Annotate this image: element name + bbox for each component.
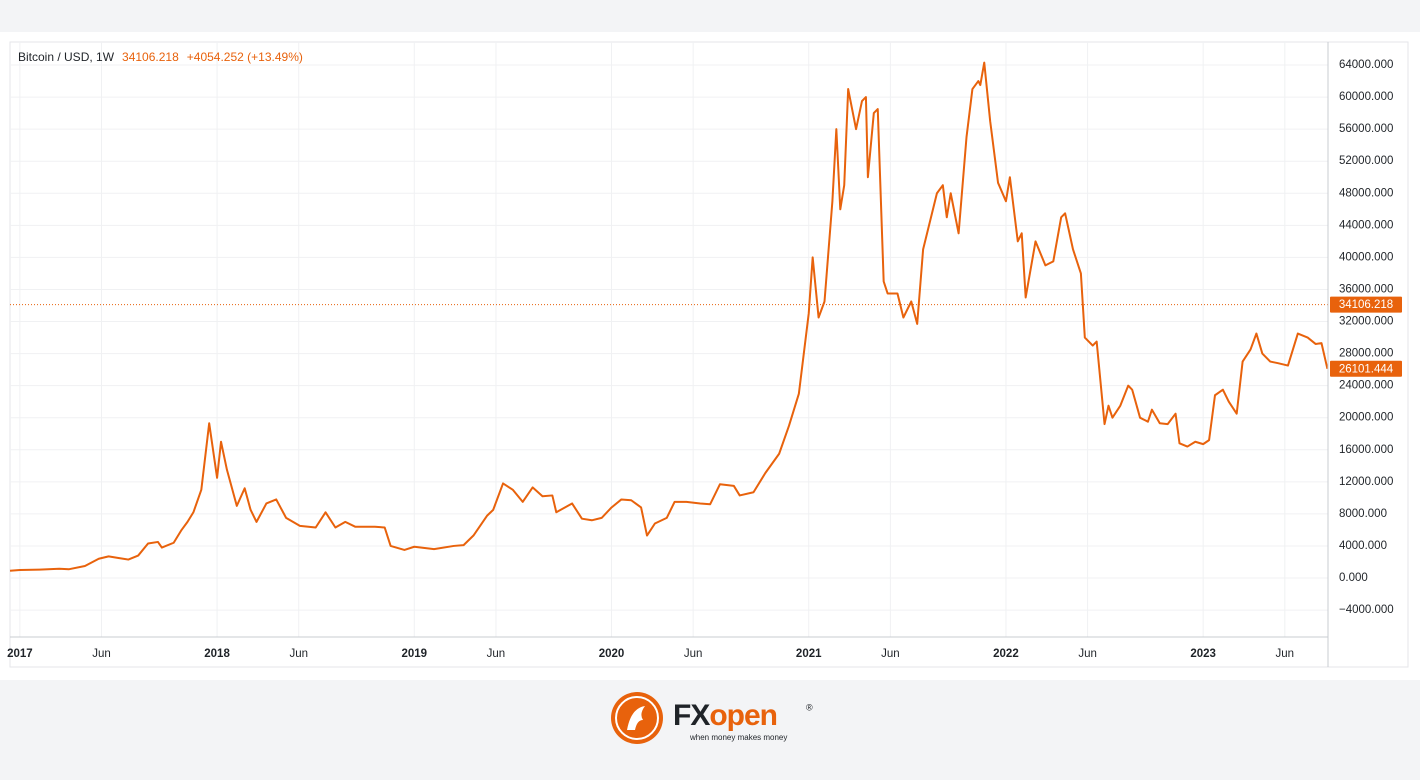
brand-open: open xyxy=(709,699,777,732)
chart-title: Bitcoin / USD, 1W xyxy=(18,50,115,64)
x-tick-label: 2023 xyxy=(1190,648,1216,660)
x-tick-label: Jun xyxy=(1276,648,1295,660)
y-tick-label: 8000.000 xyxy=(1339,508,1387,520)
brand-fx: FX xyxy=(673,699,710,732)
y-tick-label: 48000.000 xyxy=(1339,187,1393,199)
logo-icon xyxy=(627,706,645,730)
registered-mark: ® xyxy=(806,702,813,712)
brand: FXopen xyxy=(673,699,777,732)
x-tick-label: Jun xyxy=(1078,648,1097,660)
logo-ring xyxy=(615,696,659,740)
grid xyxy=(10,42,1328,637)
y-tick-label: 40000.000 xyxy=(1339,251,1393,263)
y-tick-label: 4000.000 xyxy=(1339,540,1387,552)
x-tick-label: 2021 xyxy=(796,648,822,660)
y-tick-label: 28000.000 xyxy=(1339,348,1393,360)
y-tick-label: 36000.000 xyxy=(1339,283,1393,295)
x-tick-label: 2020 xyxy=(599,648,625,660)
y-tick-label: 16000.000 xyxy=(1339,444,1393,456)
x-tick-label: Jun xyxy=(684,648,703,660)
chart-header: Bitcoin / USD, 1W 34106.218 +4054.252 (+13… xyxy=(18,50,303,64)
x-tick-label: Jun xyxy=(289,648,308,660)
x-tick-label: 2019 xyxy=(401,648,427,660)
price-badge-label: 26101.444 xyxy=(1339,363,1394,375)
price-badge xyxy=(1330,360,1402,377)
x-tick-label: Jun xyxy=(881,648,900,660)
y-tick-label: 56000.000 xyxy=(1339,123,1393,135)
y-tick-label: 24000.000 xyxy=(1339,380,1393,392)
y-tick-label: 12000.000 xyxy=(1339,476,1393,488)
price-line-series xyxy=(9,61,1329,572)
y-tick-label: 60000.000 xyxy=(1339,91,1393,103)
y-tick-label: 32000.000 xyxy=(1339,316,1393,328)
price-badge-label: 34106.218 xyxy=(1339,299,1393,311)
x-tick-label: Jun xyxy=(487,648,506,660)
y-tick-label: −4000.000 xyxy=(1339,604,1394,616)
y-tick-label: 52000.000 xyxy=(1339,155,1393,167)
x-tick-label: 2018 xyxy=(204,648,230,660)
y-tick-label: 0.000 xyxy=(1339,572,1368,584)
y-tick-label: 44000.000 xyxy=(1339,219,1393,231)
chart-frame xyxy=(9,41,1409,668)
x-tick-label: 2022 xyxy=(993,648,1019,660)
x-tick-label: 2017 xyxy=(7,648,33,660)
chart-panel xyxy=(0,32,1420,680)
header-change: +4054.252 (+13.49%) xyxy=(187,50,303,64)
y-tick-label: 20000.000 xyxy=(1339,412,1393,424)
tagline: when money makes money xyxy=(689,733,787,742)
logo: FXopen ® when money makes money xyxy=(611,692,813,744)
marks xyxy=(9,61,1329,572)
y-tick-label: 64000.000 xyxy=(1339,59,1393,71)
price-badge xyxy=(1330,296,1402,313)
x-tick-label: Jun xyxy=(92,648,111,660)
header-price: 34106.218 xyxy=(122,50,179,64)
